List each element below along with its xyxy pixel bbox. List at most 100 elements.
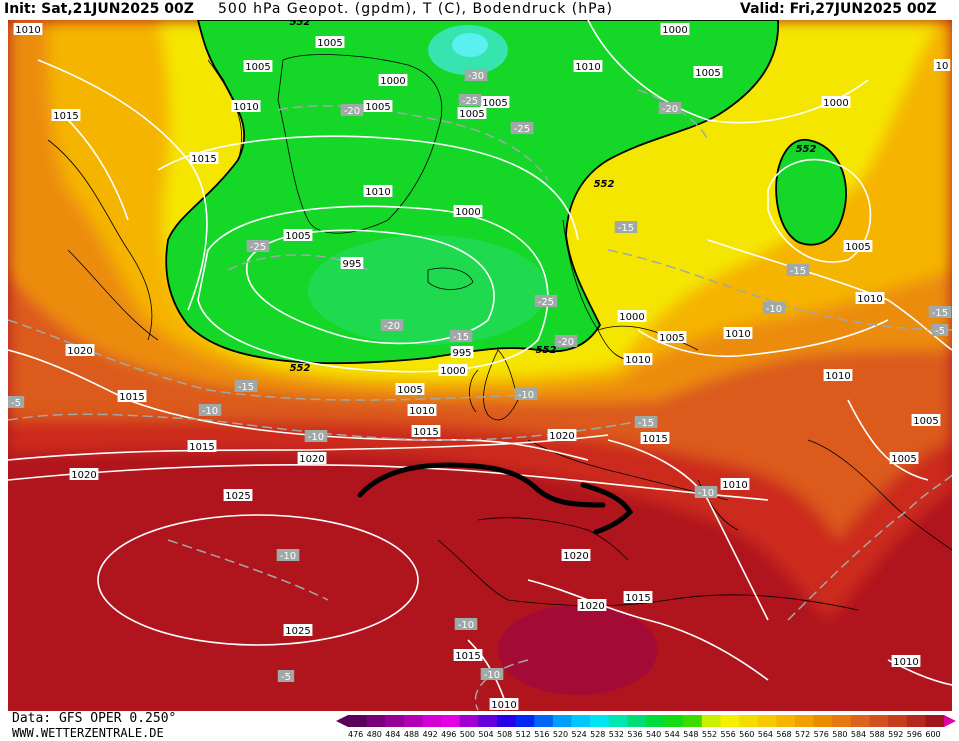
- temp-label-bg: [380, 319, 404, 331]
- scale-tick-label: 508: [497, 730, 513, 739]
- isobar-label-bg: [617, 310, 647, 322]
- scale-swatch: [348, 715, 368, 727]
- isobar-label: 995: [340, 257, 364, 270]
- isobar-label: 995: [450, 346, 474, 359]
- isobar-label: 1020: [577, 599, 607, 612]
- isobar-label-bg: [315, 36, 345, 48]
- isobar-label-bg: [457, 107, 487, 119]
- temp-label-text: -20: [344, 106, 360, 117]
- temp-label-text: -15: [453, 332, 469, 343]
- isobar-label-text: 1005: [397, 385, 422, 396]
- scale-tick-label: 520: [552, 730, 569, 739]
- isobar-label: 1000: [453, 205, 483, 218]
- scale-tick-label: 524: [571, 730, 587, 739]
- scale-tick-label: 488: [403, 730, 420, 739]
- isobar-label: 1005: [457, 107, 487, 120]
- isobar-label: 1015: [640, 432, 670, 445]
- temp-label-bg: [931, 324, 949, 336]
- temp-label: -15: [614, 221, 638, 234]
- isobar-label-bg: [480, 96, 510, 108]
- isobar-label-text: 1015: [642, 434, 667, 445]
- geopotential-labels: 552 552 552 552 552: [290, 20, 817, 374]
- temp-label: -10: [514, 388, 538, 401]
- data-source-label: Data: GFS OPER 0.250°: [12, 711, 177, 726]
- temp-label-text: -15: [932, 308, 948, 319]
- scale-tick-label: 492: [422, 730, 438, 739]
- isobar-label-bg: [69, 468, 99, 480]
- isobar-label-text: 1005: [285, 231, 310, 242]
- temp-label-bg: [277, 670, 295, 682]
- isobar-label-bg: [891, 655, 921, 667]
- isobar-label-text: 1010: [365, 187, 390, 198]
- isobar-label-text: 1010: [233, 102, 258, 113]
- isobar-label-bg: [693, 66, 723, 78]
- temp-label-bg: [480, 668, 504, 680]
- temp-label-text: -10: [766, 304, 782, 315]
- temp-label-text: -20: [558, 337, 574, 348]
- scale-swatch: [459, 715, 479, 727]
- isobar-label-text: 1020: [579, 601, 604, 612]
- geopotential-label: 552: [594, 179, 615, 190]
- geopotential-label: 552: [290, 363, 311, 374]
- scale-swatch: [571, 715, 591, 727]
- isobar-label-text: 1020: [71, 470, 96, 481]
- isobar-label-text: 1010: [491, 700, 516, 711]
- isobar-label-bg: [395, 383, 425, 395]
- isobar-label: 1010: [823, 369, 853, 382]
- temp-label: -10: [198, 404, 222, 417]
- geopotential-label: 552: [796, 144, 817, 155]
- map-title: 500 hPa Geopot. (gpdm), T (C), Bodendruc…: [218, 1, 613, 17]
- scale-swatch: [906, 715, 926, 727]
- scale-tick-label: 504: [478, 730, 494, 739]
- temp-label: -15: [634, 416, 658, 429]
- isobar-label-bg: [561, 549, 591, 561]
- isobar-label-bg: [283, 624, 313, 636]
- isobar-label: 1000: [617, 310, 647, 323]
- temp-label: -20: [380, 319, 404, 332]
- temp-label: -15: [928, 306, 952, 319]
- isobar-label: 1005: [395, 383, 425, 396]
- isobar-label: 1015: [117, 390, 147, 403]
- temp-label-bg: [762, 302, 786, 314]
- temp-label-bg: [694, 486, 718, 498]
- isobar-label: 1005: [843, 240, 873, 253]
- isobar-label-text: 1010: [15, 25, 40, 36]
- isobar-label: 1015: [623, 591, 653, 604]
- isobar-label-bg: [933, 59, 951, 71]
- temp-label: -5: [277, 670, 295, 683]
- coastlines: [47, 54, 952, 611]
- temp-label-text: -10: [484, 670, 500, 681]
- temp-label-bg: [340, 104, 364, 116]
- scale-swatch: [515, 715, 535, 727]
- temp-label-text: -30: [468, 71, 484, 82]
- temp-label-bg: [534, 295, 558, 307]
- scale-swatch: [608, 715, 628, 727]
- scale-swatch: [701, 715, 721, 727]
- scale-swatch: [813, 715, 833, 727]
- temperature-labels: -30 -20 -25 -25 -20 -25 -15 -15 -25 -20 -15 -20 -10 -…: [8, 69, 952, 683]
- temp-label-bg: [276, 549, 300, 561]
- temp-label-bg: [614, 221, 638, 233]
- isobar-label-text: 1020: [563, 551, 588, 562]
- temp-label: -20: [658, 102, 682, 115]
- isobar-label-bg: [640, 432, 670, 444]
- temp-label: -25: [246, 240, 270, 253]
- isobar-label-bg: [823, 369, 853, 381]
- isobar-label-text: 1020: [67, 346, 92, 357]
- scale-swatch: [683, 715, 703, 727]
- temp-label-bg: [304, 430, 328, 442]
- geopotential-label: 552: [536, 345, 557, 356]
- geopotential-label-text: 552: [536, 345, 557, 356]
- scale-tick-label: 552: [701, 730, 718, 739]
- scale-swatch: [366, 715, 386, 727]
- temp-label-bg: [510, 122, 534, 134]
- isobar-label: 1015: [189, 152, 219, 165]
- isobar-label: 1020: [69, 468, 99, 481]
- temp-label-text: -25: [462, 96, 478, 107]
- isobar-label-bg: [51, 109, 81, 121]
- isobar-label-bg: [577, 599, 607, 611]
- isobar-label-bg: [843, 240, 873, 252]
- isobar-label-text: 1015: [53, 111, 78, 122]
- isobar-label-bg: [223, 489, 253, 501]
- isobar-label-text: 1025: [285, 626, 310, 637]
